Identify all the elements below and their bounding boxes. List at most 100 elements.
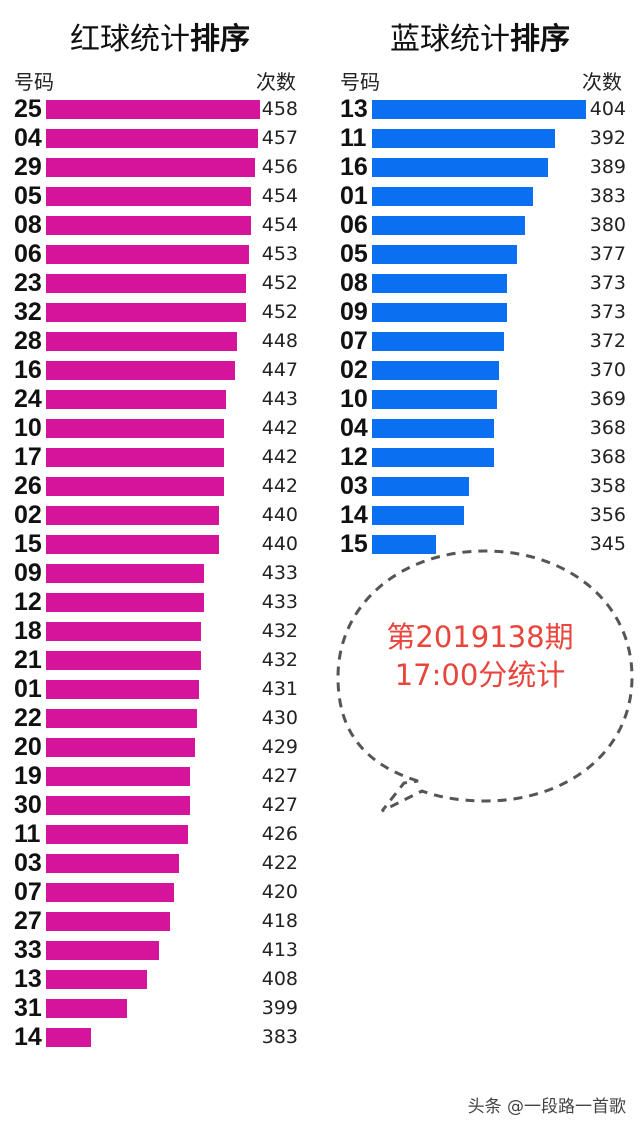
bar-row: 21 432 (0, 646, 320, 675)
bar-row: 31 399 (0, 994, 320, 1023)
ball-number-label: 15 (340, 530, 368, 558)
count-bar (46, 680, 200, 699)
count-value-label: 431 (261, 678, 298, 700)
count-value-label: 372 (589, 330, 626, 352)
count-bar (46, 825, 188, 844)
ball-number-label: 33 (14, 936, 42, 964)
count-value-label: 369 (589, 388, 626, 410)
ball-number-label: 06 (14, 240, 42, 268)
bar-row: 05 454 (0, 182, 320, 211)
count-bar (46, 622, 202, 641)
count-bar (46, 506, 220, 525)
ball-number-label: 14 (14, 1023, 42, 1051)
ball-number-label: 02 (340, 356, 368, 384)
issue-number-text: 第2019138期 (386, 620, 574, 654)
bar-row: 04 457 (0, 124, 320, 153)
blue-header-count: 次数 (582, 70, 622, 94)
count-value-label: 422 (261, 852, 298, 874)
count-value-label: 373 (589, 301, 626, 323)
ball-number-label: 13 (340, 95, 368, 123)
bar-row: 13 404 (320, 95, 640, 124)
bar-row: 08 373 (320, 269, 640, 298)
speech-bubble (336, 549, 634, 813)
ball-number-label: 15 (14, 530, 42, 558)
ball-number-label: 09 (14, 559, 42, 587)
count-value-label: 452 (261, 272, 298, 294)
ball-number-label: 03 (340, 472, 368, 500)
count-bar (372, 419, 495, 438)
bar-row: 03 358 (320, 472, 640, 501)
bar-row: 23 452 (0, 269, 320, 298)
count-value-label: 447 (261, 359, 298, 381)
count-value-label: 442 (261, 475, 298, 497)
count-value-label: 430 (261, 707, 298, 729)
bar-row: 16 389 (320, 153, 640, 182)
bar-row: 02 440 (0, 501, 320, 530)
count-bar (372, 274, 508, 293)
ball-number-label: 12 (14, 588, 42, 616)
bar-row: 12 368 (320, 443, 640, 472)
bar-row: 15 440 (0, 530, 320, 559)
ball-number-label: 17 (14, 443, 42, 471)
ball-number-label: 27 (14, 907, 42, 935)
count-bar (46, 883, 175, 902)
ball-number-label: 30 (14, 791, 42, 819)
bar-row: 01 383 (320, 182, 640, 211)
bar-row: 10 442 (0, 414, 320, 443)
ball-number-label: 01 (340, 182, 368, 210)
ball-number-label: 14 (340, 501, 368, 529)
count-value-label: 433 (261, 562, 298, 584)
count-value-label: 457 (261, 127, 298, 149)
count-value-label: 358 (589, 475, 626, 497)
bar-row: 25 458 (0, 95, 320, 124)
count-bar (46, 709, 197, 728)
red-chart-title: 红球统计排序 (70, 22, 250, 57)
count-bar (46, 361, 236, 380)
bar-row: 16 447 (0, 356, 320, 385)
ball-number-label: 18 (14, 617, 42, 645)
count-bar (46, 419, 224, 438)
count-bar (46, 303, 247, 322)
count-bar (372, 158, 548, 177)
bar-row: 19 427 (0, 762, 320, 791)
ball-number-label: 22 (14, 704, 42, 732)
count-value-label: 443 (261, 388, 298, 410)
count-value-label: 453 (261, 243, 298, 265)
count-bar (46, 129, 258, 148)
count-value-label: 433 (261, 591, 298, 613)
count-value-label: 413 (261, 939, 298, 961)
count-bar (46, 941, 159, 960)
bar-row: 06 380 (320, 211, 640, 240)
count-value-label: 356 (589, 504, 626, 526)
count-value-label: 440 (261, 533, 298, 555)
count-bar (46, 854, 179, 873)
ball-number-label: 11 (340, 124, 367, 152)
ball-number-label: 10 (340, 385, 368, 413)
ball-number-label: 10 (14, 414, 42, 442)
count-bar (372, 390, 497, 409)
blue-header-number: 号码 (340, 70, 380, 94)
count-value-label: 432 (261, 649, 298, 671)
ball-number-label: 04 (14, 124, 42, 152)
count-bar (46, 999, 128, 1018)
count-value-label: 373 (589, 272, 626, 294)
ball-number-label: 05 (340, 240, 368, 268)
count-value-label: 448 (261, 330, 298, 352)
bar-row: 02 370 (320, 356, 640, 385)
count-value-label: 377 (589, 243, 626, 265)
count-value-label: 418 (261, 910, 298, 932)
bar-row: 22 430 (0, 704, 320, 733)
count-bar (372, 129, 556, 148)
bar-row: 14 356 (320, 501, 640, 530)
ball-number-label: 06 (340, 211, 368, 239)
count-value-label: 389 (589, 156, 626, 178)
bar-row: 15 345 (320, 530, 640, 559)
bar-row: 01 431 (0, 675, 320, 704)
count-value-label: 380 (589, 214, 626, 236)
count-bar (46, 448, 224, 467)
count-bar (46, 564, 204, 583)
ball-number-label: 31 (14, 994, 42, 1022)
bar-row: 07 372 (320, 327, 640, 356)
count-bar (46, 767, 191, 786)
count-bar (46, 477, 224, 496)
